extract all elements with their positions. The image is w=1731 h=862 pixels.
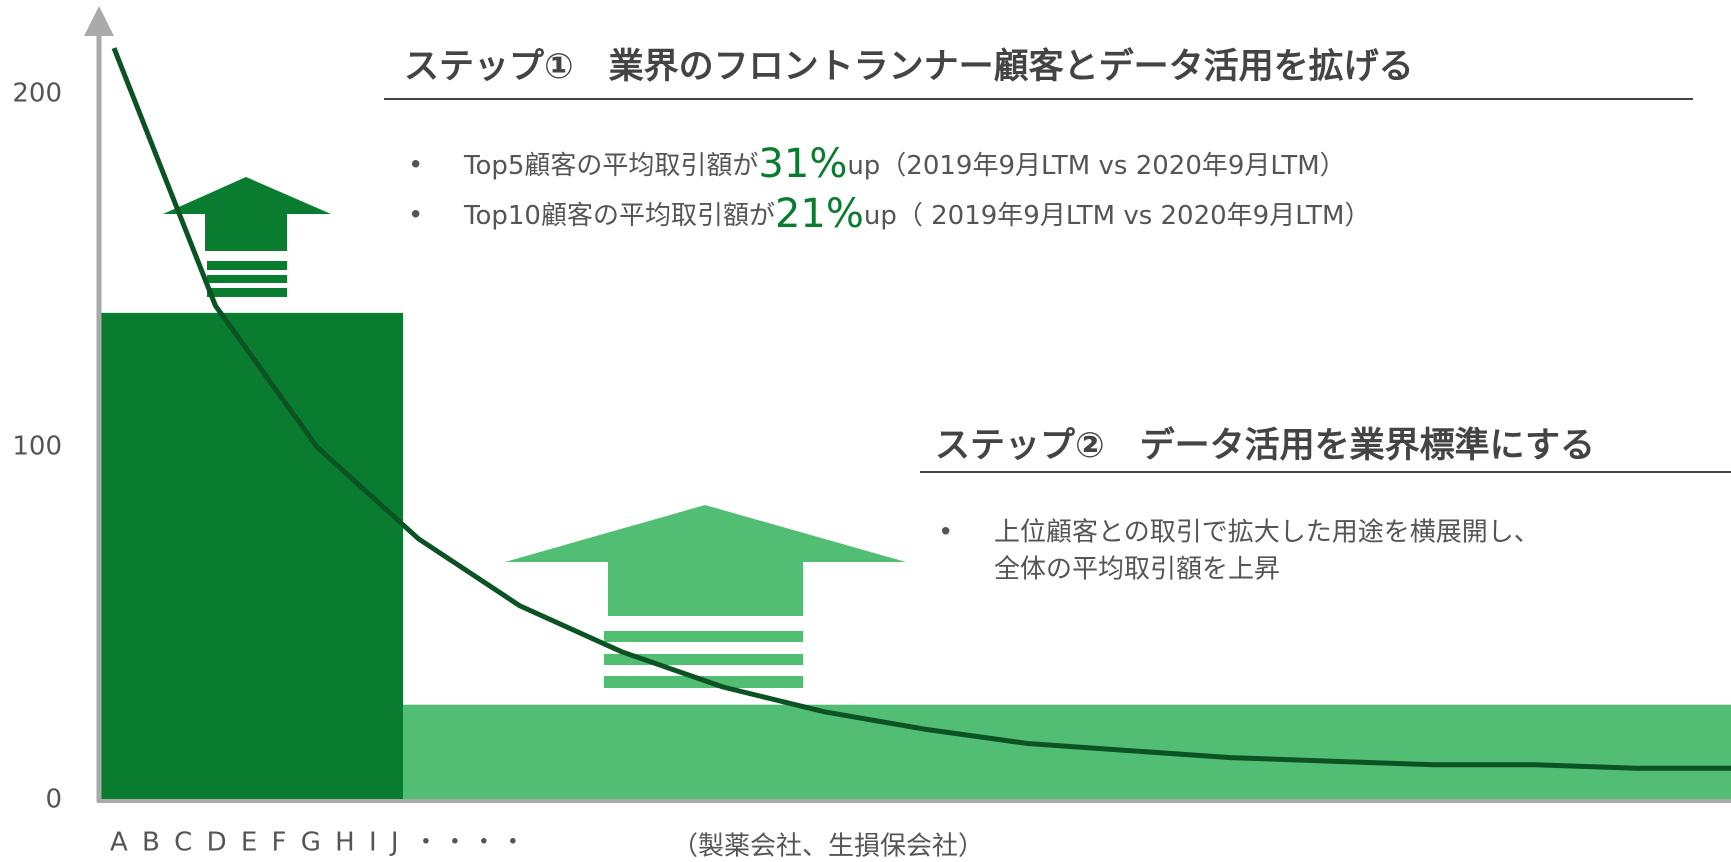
highlight: 21% <box>775 191 864 237</box>
text-part: up（ 2019年9月LTM vs 2020年9月LTM） <box>864 201 1371 231</box>
curve <box>111 47 1731 771</box>
y-tick-label: 200 <box>12 79 62 109</box>
bullet-text: Top5顧客の平均取引額が31%up（2019年9月LTM vs 2020年9月… <box>463 141 1346 187</box>
text-part: Top5顧客の平均取引額が <box>463 151 758 181</box>
step-title: ステップ① 業界のフロントランナー顧客とデータ活用を拡げる <box>404 46 1414 87</box>
arrow-light <box>505 505 906 688</box>
bullet-text: Top10顧客の平均取引額が21%up（ 2019年9月LTM vs 2020年… <box>463 191 1370 237</box>
x-label: A B C D E F G H I J ・・・・ <box>110 828 529 858</box>
bullet-dot: • <box>408 201 423 231</box>
x-label: （製薬会社、生損保会社） <box>672 832 984 862</box>
text-part: up（2019年9月LTM vs 2020年9月LTM） <box>847 151 1345 181</box>
y-axis-arrow <box>84 6 114 36</box>
bar <box>403 704 1731 800</box>
y-tick-label: 100 <box>12 432 62 462</box>
step-title: ステップ② データ活用を業界標準にする <box>935 425 1595 466</box>
bullet-dot: • <box>408 151 423 181</box>
arrow-dark <box>163 177 331 297</box>
bullet-text: 上位顧客との取引で拡大した用途を横展開し、 <box>994 518 1540 548</box>
bullet-text: 全体の平均取引額を上昇 <box>994 555 1280 585</box>
highlight: 31% <box>758 141 847 187</box>
y-tick-label: 0 <box>45 785 62 815</box>
text-part: Top10顧客の平均取引額が <box>463 201 775 231</box>
bullet-dot: • <box>938 518 953 548</box>
bar <box>99 312 403 800</box>
